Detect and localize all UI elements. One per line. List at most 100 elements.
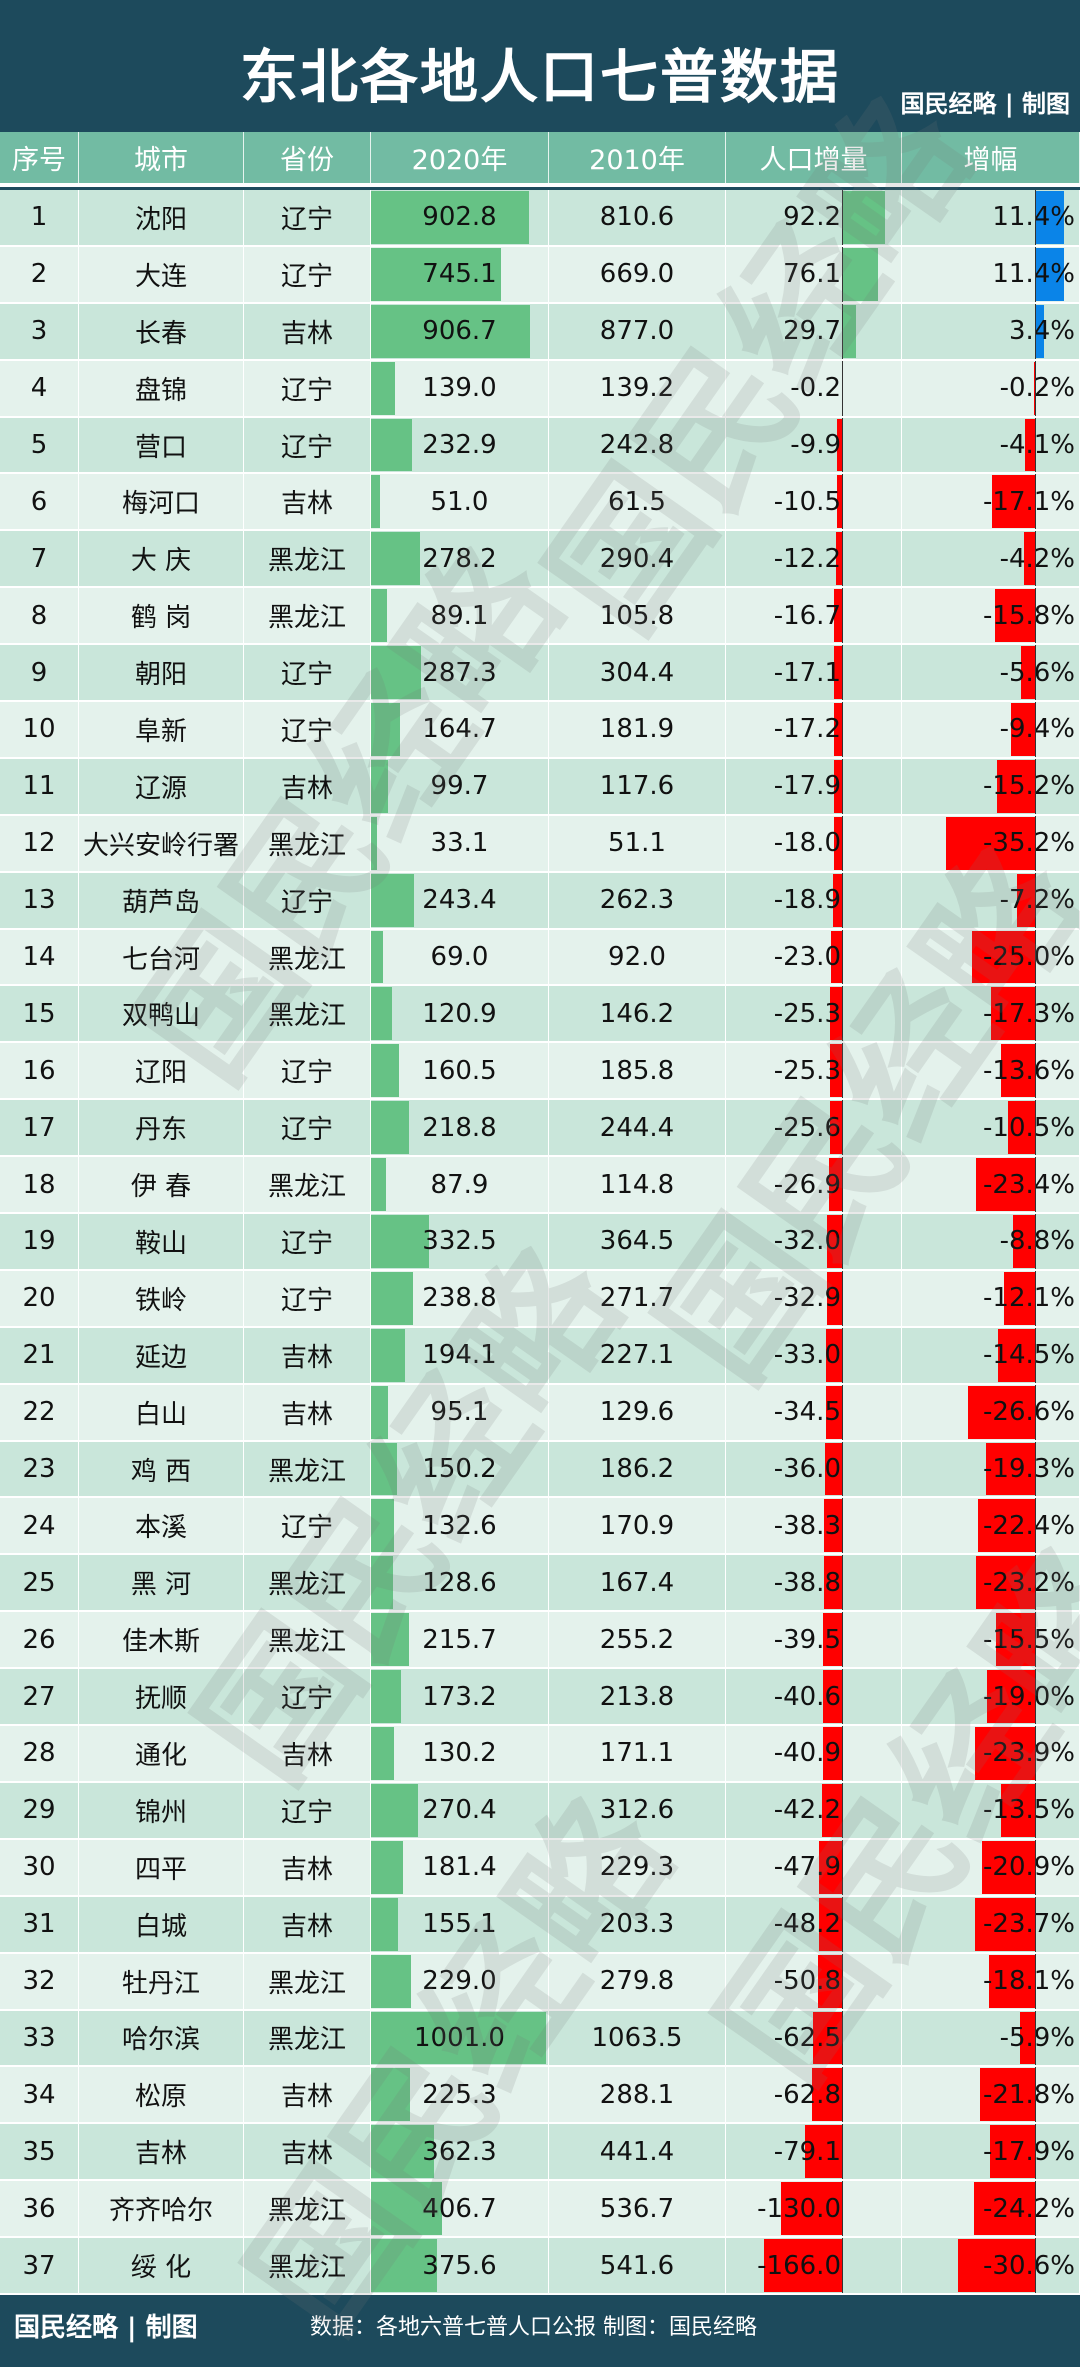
pop-2020-cell: 120.9 — [371, 986, 549, 1041]
change-cell: -62.5 — [726, 2011, 902, 2066]
zero-axis — [1035, 2067, 1036, 2122]
cell-value: 19 — [22, 1226, 55, 1256]
cell-value: -40.6 — [774, 1682, 841, 1712]
cell-value: 黑龙江 — [268, 2019, 346, 2056]
cell-value: 215.7 — [422, 1625, 496, 1655]
cell-value: 170.9 — [600, 1511, 674, 1541]
cell-value: 745.1 — [422, 259, 496, 289]
cell-value: 30 — [22, 1852, 55, 1882]
cell-value: 伊 春 — [131, 1166, 191, 1203]
cell-value: 290.4 — [600, 544, 674, 574]
cell-value: -10.5% — [983, 1113, 1075, 1143]
pop-2020-cell: 232.9 — [371, 418, 549, 473]
column-header[interactable]: 人口增量 — [726, 132, 902, 183]
pop-2010-cell: 271.7 — [549, 1271, 726, 1326]
cell-value: 辽宁 — [281, 1507, 333, 1544]
cell-value: 绥 化 — [131, 2247, 191, 2284]
cell-value: 238.8 — [422, 1283, 496, 1313]
cell-value: 13 — [22, 885, 55, 915]
cell-value: 26 — [22, 1625, 55, 1655]
cell-value: -23.4% — [983, 1170, 1075, 1200]
cell-value: 本溪 — [135, 1507, 187, 1544]
column-header[interactable]: 省份 — [244, 132, 371, 183]
province-cell: 黑龙江 — [244, 1442, 371, 1497]
cell-value: -0.2% — [1000, 373, 1075, 403]
city-cell: 铁岭 — [79, 1271, 244, 1326]
column-header[interactable]: 城市 — [79, 132, 244, 183]
city-cell: 葫芦岛 — [79, 873, 244, 928]
province-cell: 吉林 — [244, 1726, 371, 1781]
pop-2020-bar — [371, 1044, 399, 1097]
zero-axis — [842, 304, 843, 359]
city-cell: 松原 — [79, 2067, 244, 2122]
pop-2010-cell: 186.2 — [549, 1442, 726, 1497]
cell-value: -166.0 — [757, 2251, 841, 2281]
zero-axis — [1035, 930, 1036, 985]
footer-brand: 国民经略 | 制图 — [14, 2307, 198, 2344]
cell-value: 5 — [31, 430, 48, 460]
pop-2020-cell: 278.2 — [371, 531, 549, 586]
cell-value: -32.9 — [774, 1283, 841, 1313]
cell-value: 87.9 — [431, 1170, 489, 1200]
cell-value: 吉林 — [135, 2133, 187, 2170]
change-cell: -32.0 — [726, 1214, 902, 1269]
column-header[interactable]: 2020年 — [371, 132, 549, 183]
rank-cell: 11 — [0, 759, 79, 814]
zero-axis — [1035, 304, 1036, 359]
province-cell: 吉林 — [244, 2067, 371, 2122]
cell-value: 吉林 — [281, 483, 333, 520]
pop-2010-cell: 288.1 — [549, 2067, 726, 2122]
change-cell: -50.8 — [726, 1954, 902, 2009]
column-header[interactable]: 序号 — [0, 132, 79, 183]
cell-value: 朝阳 — [135, 654, 187, 691]
cell-value: 270.4 — [422, 1795, 496, 1825]
pop-2020-cell: 194.1 — [371, 1328, 549, 1383]
cell-value: 七台河 — [122, 939, 200, 976]
cell-value: 36 — [22, 2194, 55, 2224]
cell-value: -25.3 — [774, 999, 841, 1029]
cell-value: 375.6 — [422, 2251, 496, 2281]
cell-value: 12 — [22, 828, 55, 858]
rank-cell: 29 — [0, 1783, 79, 1838]
cell-value: 大连 — [135, 256, 187, 293]
cell-value: 大 庆 — [131, 540, 191, 577]
cell-value: -4.1% — [1000, 430, 1075, 460]
zero-axis — [842, 930, 843, 985]
pop-2020-bar — [371, 1955, 411, 2008]
rank-cell: 3 — [0, 304, 79, 359]
cell-value: 20 — [22, 1283, 55, 1313]
cell-value: 通化 — [135, 1735, 187, 1772]
cell-value: -23.0 — [774, 942, 841, 972]
pop-2010-cell: 290.4 — [549, 531, 726, 586]
zero-axis — [842, 1897, 843, 1952]
rank-cell: 26 — [0, 1612, 79, 1667]
zero-axis — [1035, 1157, 1036, 1212]
cell-value: 120.9 — [422, 999, 496, 1029]
cell-value: 鞍山 — [135, 1223, 187, 1260]
cell-value: 76.1 — [783, 259, 841, 289]
cell-value: 242.8 — [600, 430, 674, 460]
rank-cell: 31 — [0, 1897, 79, 1952]
cell-value: 14 — [22, 942, 55, 972]
cell-value: -79.1 — [774, 2137, 841, 2167]
cell-value: 95.1 — [431, 1397, 489, 1427]
cell-value: 吉林 — [281, 768, 333, 805]
province-cell: 吉林 — [244, 1897, 371, 1952]
city-cell: 牡丹江 — [79, 1954, 244, 2009]
rank-cell: 14 — [0, 930, 79, 985]
province-cell: 辽宁 — [244, 361, 371, 416]
column-header[interactable]: 增幅 — [902, 132, 1080, 183]
city-cell: 梅河口 — [79, 474, 244, 529]
column-header[interactable]: 2010年 — [549, 132, 726, 183]
zero-axis — [842, 361, 843, 416]
cell-value: 243.4 — [422, 885, 496, 915]
cell-value: 8 — [31, 601, 48, 631]
pop-2010-cell: 312.6 — [549, 1783, 726, 1838]
cell-value: 鹤 岗 — [131, 597, 191, 634]
